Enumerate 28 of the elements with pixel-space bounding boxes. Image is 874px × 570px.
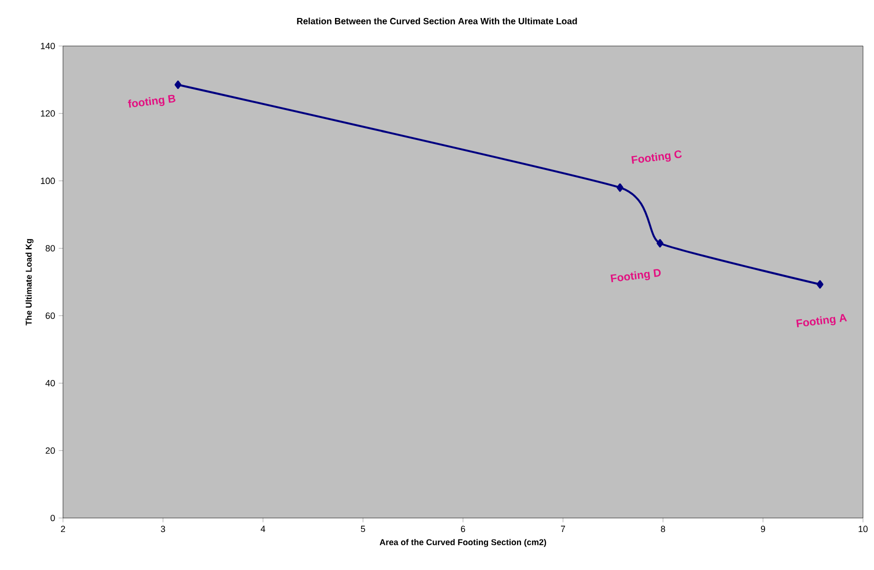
point bbox=[656, 239, 664, 248]
y-tick-label: 140 bbox=[40, 42, 55, 50]
y-axis-title: The Ultimate Load Kg bbox=[25, 239, 34, 326]
annotation: Footing C bbox=[631, 150, 682, 164]
x-tick-label: 9 bbox=[760, 526, 766, 532]
y-tick-label: 40 bbox=[45, 380, 55, 386]
x-tick-label: 7 bbox=[560, 526, 566, 532]
x-tick-label: 3 bbox=[160, 526, 166, 532]
chart-title: Relation Between the Curved Section Area With the Ultimate Load bbox=[297, 18, 577, 24]
y-tick-label: 80 bbox=[46, 245, 55, 252]
x-axis-title: Area of the Curved Footing Section (cm2) bbox=[380, 538, 546, 547]
x-tick-label: 8 bbox=[660, 526, 666, 532]
x-tick-label: 6 bbox=[460, 526, 466, 532]
x-tick-label: 10 bbox=[858, 526, 868, 532]
annotation: Footing A bbox=[796, 314, 847, 328]
x-tick-label: 4 bbox=[260, 526, 266, 532]
y-tick-label: 20 bbox=[46, 447, 55, 454]
y-tick-label: 100 bbox=[40, 178, 55, 184]
annotation: Footing D bbox=[610, 269, 661, 282]
point bbox=[174, 80, 182, 89]
x-tick-label: 5 bbox=[360, 526, 366, 532]
y-tick-label: 120 bbox=[40, 110, 55, 117]
point bbox=[816, 280, 824, 289]
y-tick-label: 0 bbox=[50, 514, 55, 522]
y-tick-label: 60 bbox=[46, 312, 55, 319]
x-tick-label: 2 bbox=[60, 526, 66, 532]
point bbox=[616, 183, 624, 192]
annotation: footing B bbox=[128, 94, 176, 108]
